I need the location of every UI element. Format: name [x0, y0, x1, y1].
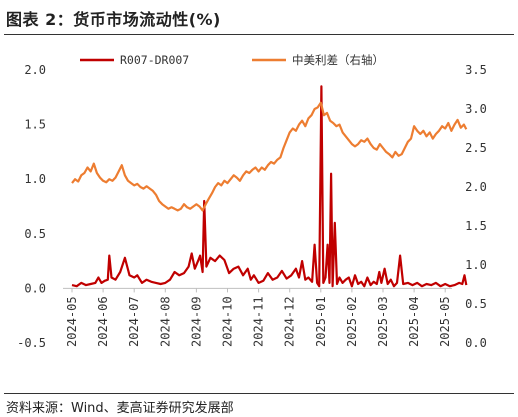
footer-divider [4, 393, 514, 394]
left-y-axis: 2.0 1.5 1.0 0.5 0.0 -0.5 [17, 63, 46, 350]
x-tick-label: 2025-02 [345, 296, 359, 347]
plot-area [63, 85, 468, 289]
series-line-us_cn_diff [71, 101, 468, 212]
page-title: 图表 2：货币市场流动性(%) [6, 10, 221, 29]
right-tick-label: 2.0 [465, 180, 487, 194]
legend: R007-DR007 中美利差（右轴） [80, 53, 384, 67]
left-tick-label: 2.0 [24, 63, 46, 77]
series-line-spread [71, 85, 468, 288]
legend-label-spread: R007-DR007 [120, 53, 189, 67]
source-note: 资料来源：Wind、麦高证券研究发展部 [6, 401, 234, 416]
left-tick-label: 0.5 [24, 227, 46, 241]
right-tick-label: 2.5 [465, 141, 487, 155]
x-tick-label: 2025-05 [438, 296, 452, 347]
x-tick-label: 2025-01 [314, 296, 328, 347]
x-tick-label: 2025-04 [407, 296, 421, 347]
left-tick-label: 1.0 [24, 172, 46, 186]
right-y-axis: 3.5 3.0 2.5 2.0 1.5 1.0 0.5 0.0 [465, 63, 487, 350]
chart: R007-DR007 中美利差（右轴） 2.0 1.5 1.0 0.5 0.0 -0.5 3… [17, 53, 487, 350]
x-tick-label: 2024-12 [283, 296, 297, 347]
left-tick-label: 1.5 [24, 118, 46, 132]
right-tick-label: 0.5 [465, 297, 487, 311]
right-tick-label: 3.0 [465, 102, 487, 116]
title-divider [4, 34, 514, 35]
right-tick-label: 1.0 [465, 258, 487, 272]
left-tick-label: 0.0 [24, 281, 46, 295]
right-tick-label: 1.5 [465, 219, 487, 233]
x-tick-label: 2024-06 [96, 296, 110, 347]
left-tick-label: -0.5 [17, 336, 46, 350]
x-tick-label: 2024-07 [127, 296, 141, 347]
x-axis: 2024-05 2024-06 2024-07 2024-08 2024-09 2024-… [65, 288, 452, 347]
legend-label-us_cn_diff: 中美利差（右轴） [292, 53, 384, 67]
x-tick-label: 2024-08 [158, 296, 172, 347]
x-tick-label: 2025-03 [376, 296, 390, 347]
x-tick-label: 2024-09 [189, 296, 203, 347]
right-tick-label: 3.5 [465, 63, 487, 77]
x-tick-label: 2024-10 [221, 296, 235, 347]
x-tick-label: 2024-05 [65, 296, 79, 347]
x-tick-label: 2024-11 [252, 296, 266, 347]
right-tick-label: 0.0 [465, 336, 487, 350]
